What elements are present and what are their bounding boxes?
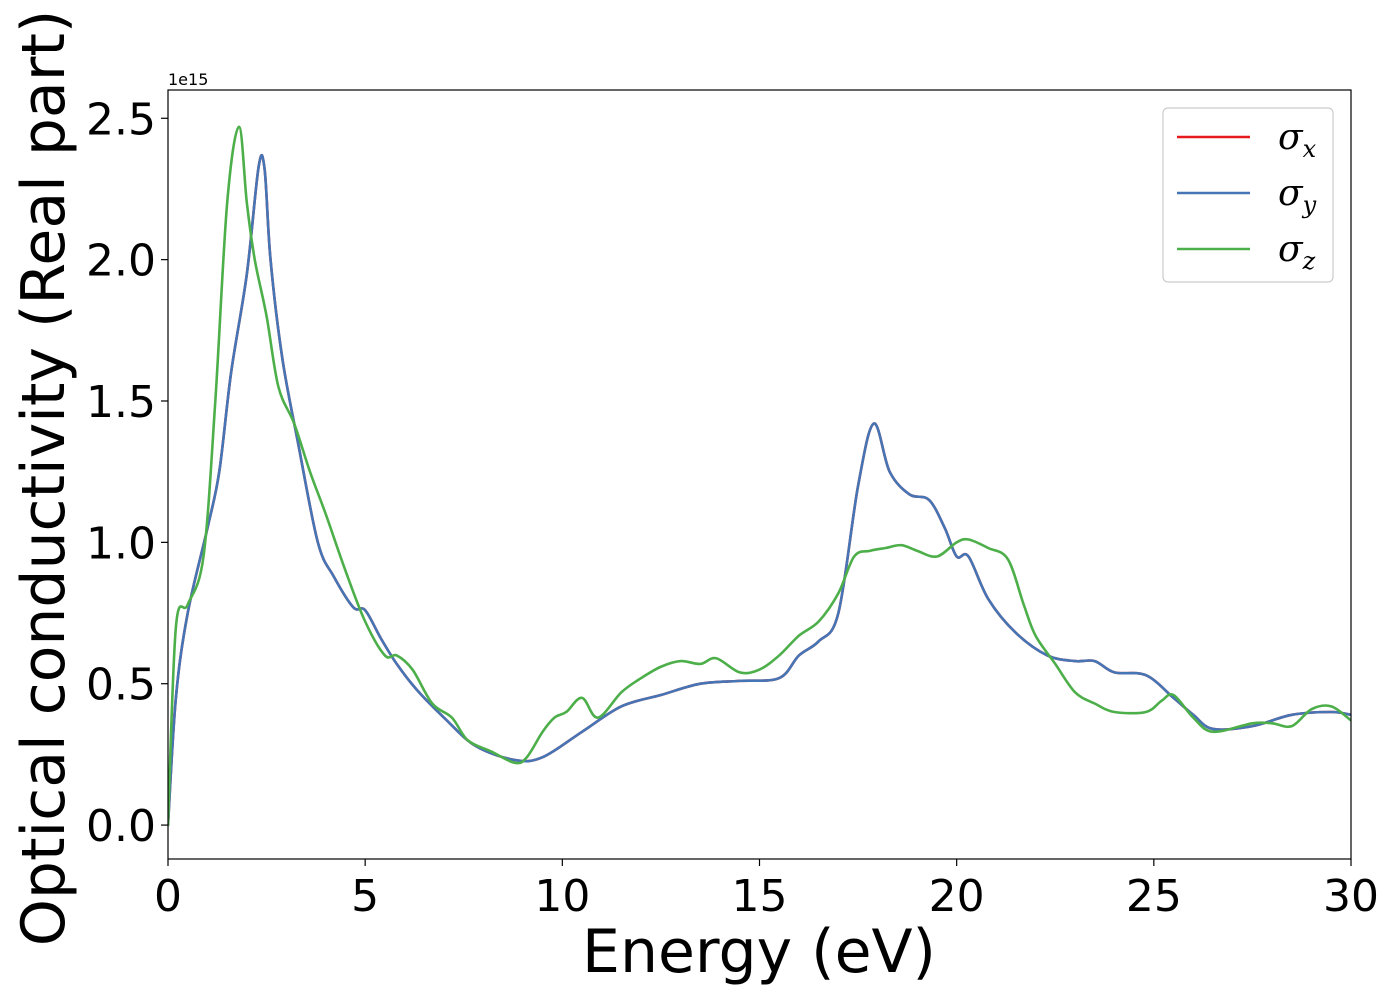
x-tick-label: 10	[534, 871, 590, 922]
series-line-z	[168, 125, 1351, 827]
y-tick-label: 0.0	[86, 801, 156, 852]
legend-label-y: σy	[1278, 173, 1317, 219]
legend-label-x: σx	[1278, 117, 1317, 163]
legend: σx σy σz	[1162, 107, 1334, 283]
y-tick-label: 1.5	[86, 377, 156, 428]
x-axis-label: Energy (eV)	[582, 917, 936, 987]
x-tick-label: 5	[351, 871, 379, 922]
x-axis: 0 5 10 15 20 25 30	[154, 859, 1379, 922]
series-layer	[168, 125, 1351, 827]
series-line-y	[168, 154, 1351, 827]
x-tick-label: 15	[732, 871, 788, 922]
x-tick-label: 30	[1323, 871, 1379, 922]
y-tick-label: 2.0	[86, 236, 156, 287]
y-tick-label: 1.0	[86, 518, 156, 569]
legend-label-z: σz	[1278, 229, 1316, 275]
legend-frame	[1162, 107, 1334, 283]
y-axis-label: Optical conductivity (Real part)	[9, 10, 79, 947]
y-axis: 0.0 0.5 1.0 1.5 2.0 2.5	[86, 94, 168, 852]
y-tick-label: 0.5	[86, 660, 156, 711]
x-tick-label: 0	[154, 871, 182, 922]
x-tick-label: 20	[929, 871, 985, 922]
y-offset-label: 1e15	[168, 70, 208, 89]
y-tick-label: 2.5	[86, 94, 156, 145]
x-tick-label: 25	[1126, 871, 1182, 922]
